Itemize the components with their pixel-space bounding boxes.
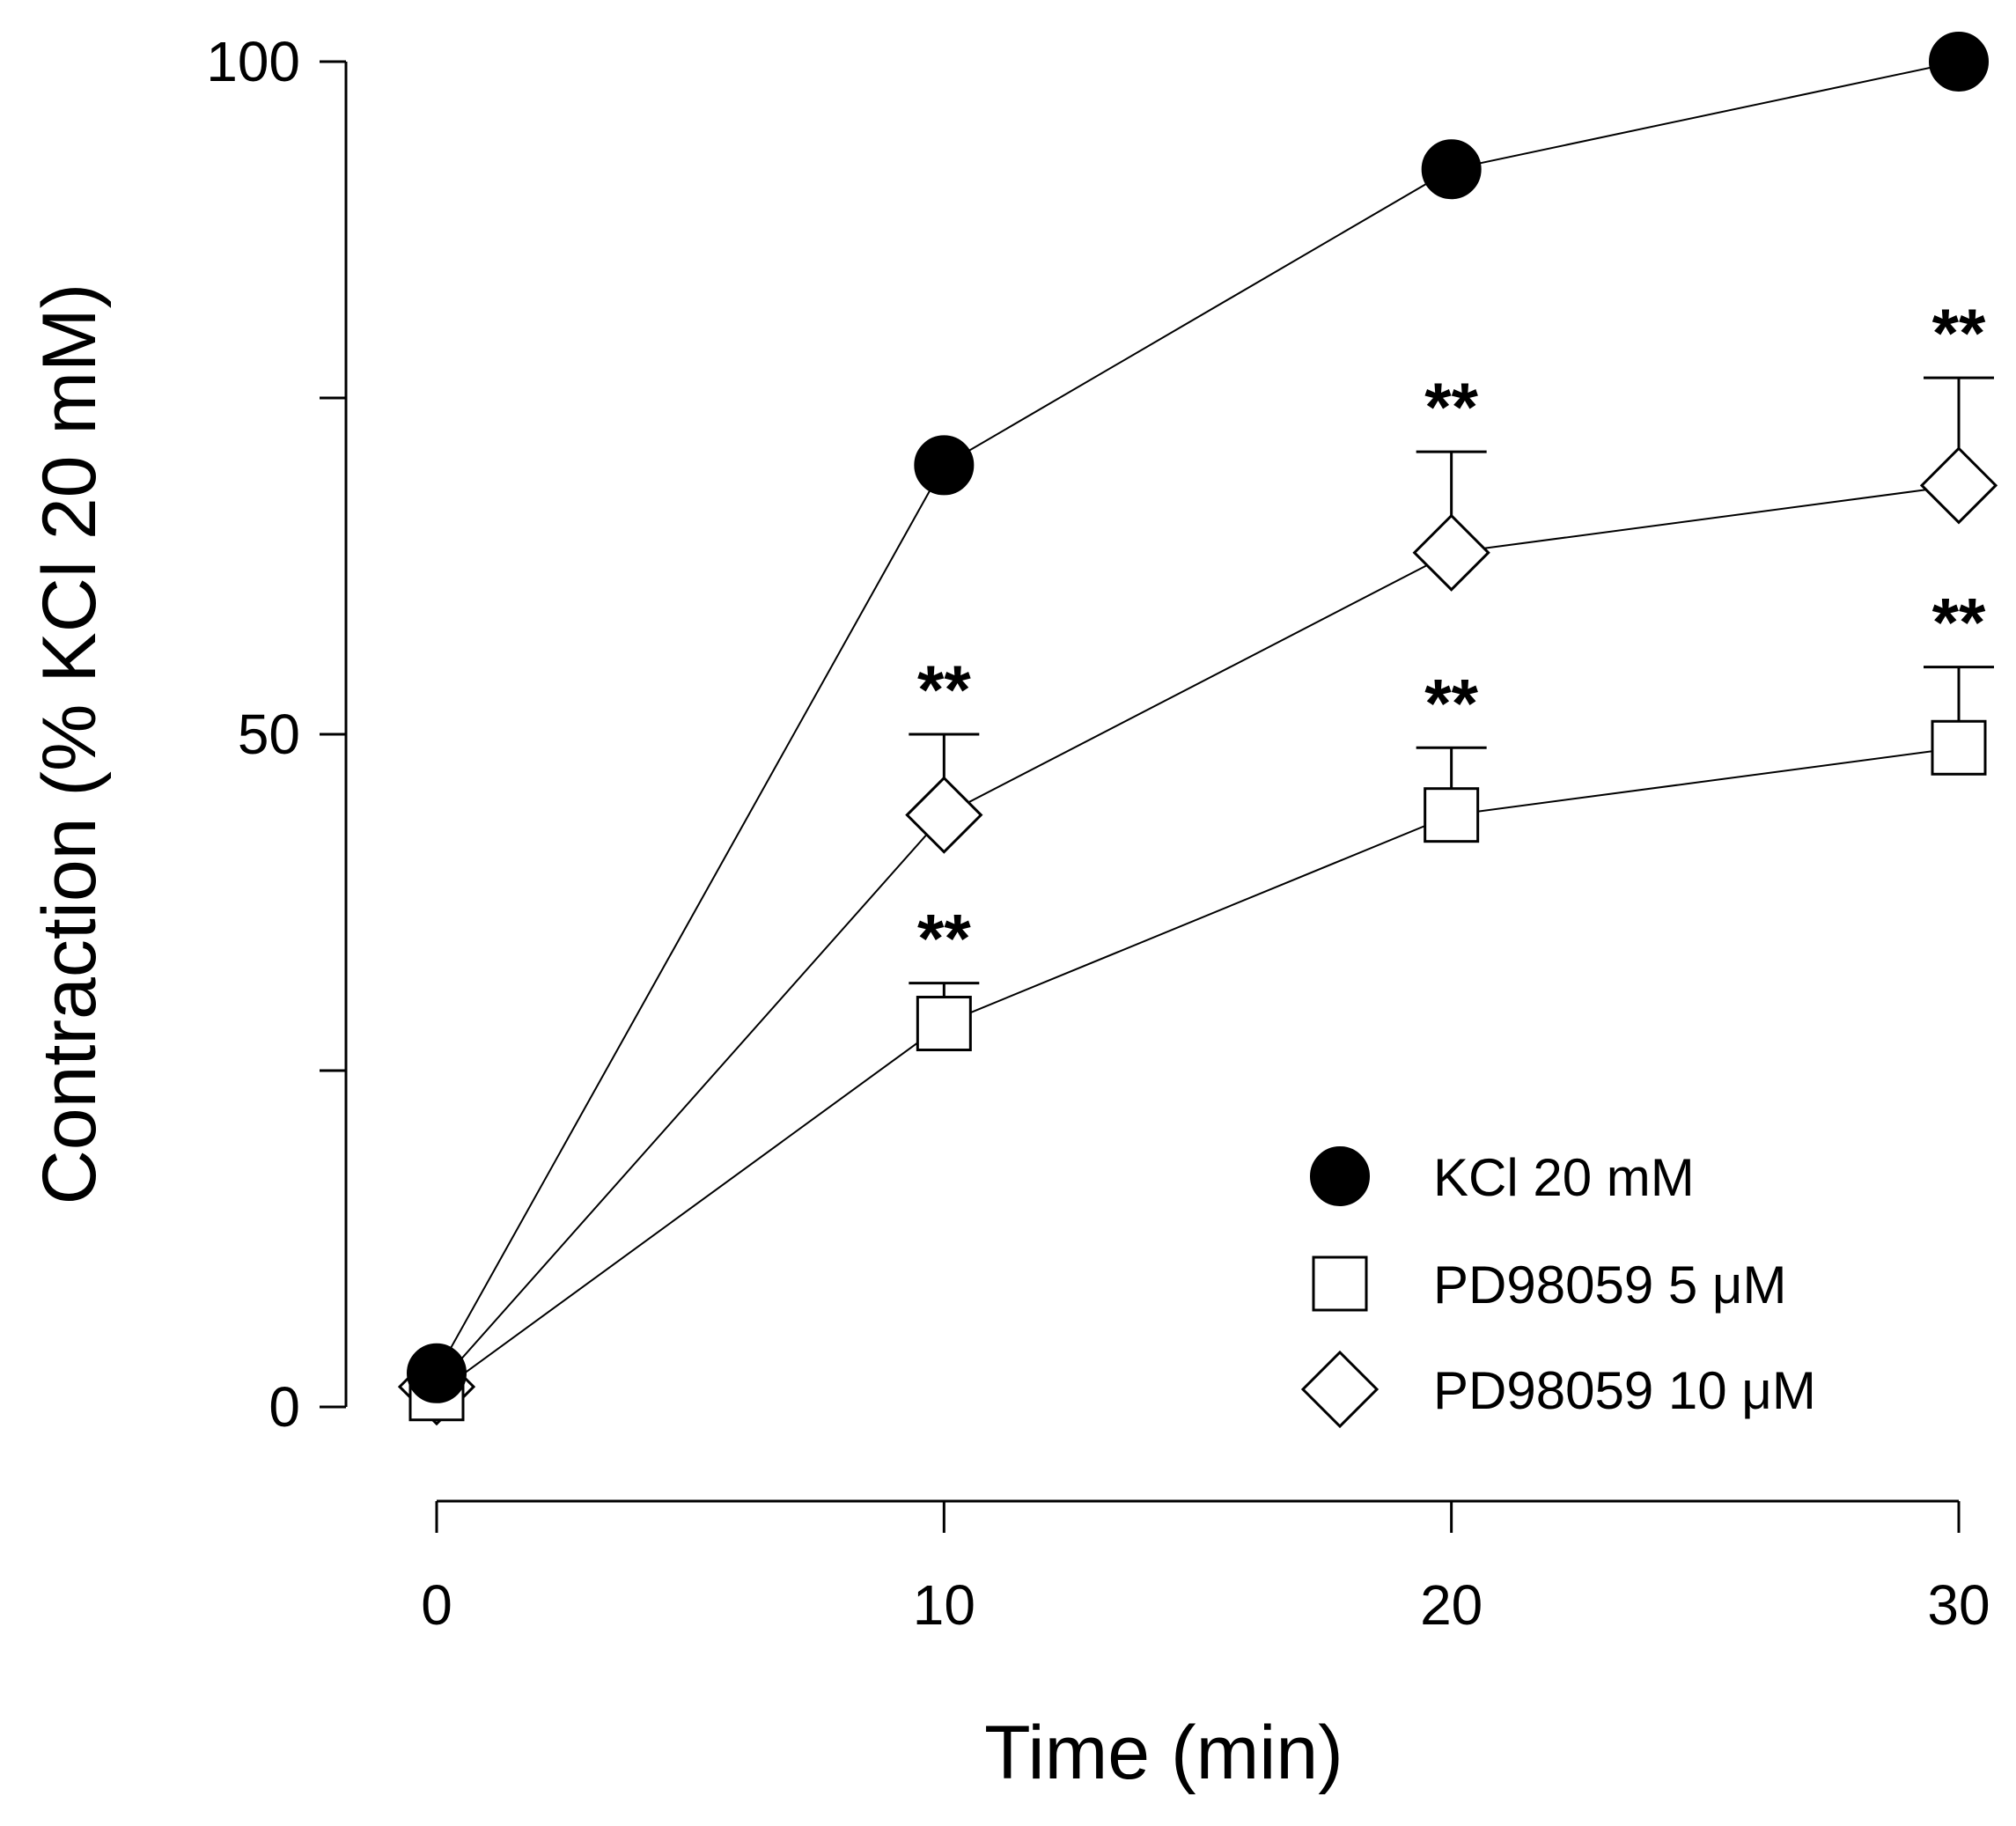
data-point <box>1931 719 1987 776</box>
legend-marker <box>1312 1255 1368 1312</box>
legend-label: KCl 20 mM <box>1433 1148 1695 1207</box>
legend-entry: PD98059 5 μM <box>1312 1255 1786 1314</box>
y-axis: 0 50 100 <box>206 30 348 1439</box>
significance-label: ** <box>1424 664 1478 741</box>
data-point <box>1424 787 1480 843</box>
data-point <box>916 996 972 1052</box>
series-line <box>436 61 1960 1374</box>
data-point <box>914 435 975 496</box>
x-axis-title: Time (min) <box>984 1711 1343 1795</box>
series-2: ** ** ** <box>397 294 1998 1426</box>
data-point <box>905 776 983 854</box>
significance-label: ** <box>917 651 971 728</box>
legend-marker <box>1300 1350 1380 1429</box>
legend-marker <box>1310 1146 1370 1206</box>
data-point <box>1412 513 1490 592</box>
significance-label: ** <box>917 900 971 977</box>
data-point <box>1919 446 1998 525</box>
legend: KCl 20 mM PD98059 5 μM PD98059 10 μM <box>1300 1146 1816 1429</box>
x-tick-label: 0 <box>421 1573 452 1637</box>
legend-label: PD98059 10 μM <box>1433 1361 1816 1420</box>
legend-entry: KCl 20 mM <box>1310 1146 1695 1207</box>
y-tick-label: 50 <box>238 703 300 766</box>
plot-area: ** ** ** ** ** ** <box>397 32 1998 1426</box>
series-line <box>436 747 1960 1395</box>
y-tick-label: 0 <box>269 1375 300 1439</box>
y-axis-title: Contraction (% KCl 20 mM) <box>27 283 112 1205</box>
series-0 <box>407 32 1989 1403</box>
data-point <box>1929 32 1989 92</box>
y-tick-label: 100 <box>206 30 300 93</box>
significance-label: ** <box>1932 584 1986 661</box>
significance-label: ** <box>1424 368 1478 445</box>
x-tick-label: 20 <box>1420 1573 1483 1637</box>
legend-label: PD98059 5 μM <box>1433 1255 1786 1314</box>
data-point <box>1421 139 1482 200</box>
significance-label: ** <box>1932 294 1986 372</box>
legend-entry: PD98059 10 μM <box>1300 1350 1816 1429</box>
x-axis: 0 10 20 30 <box>421 1499 1990 1637</box>
x-tick-label: 30 <box>1927 1573 1990 1637</box>
data-point <box>407 1343 467 1403</box>
series-line <box>436 484 1960 1388</box>
x-tick-label: 10 <box>913 1573 975 1637</box>
